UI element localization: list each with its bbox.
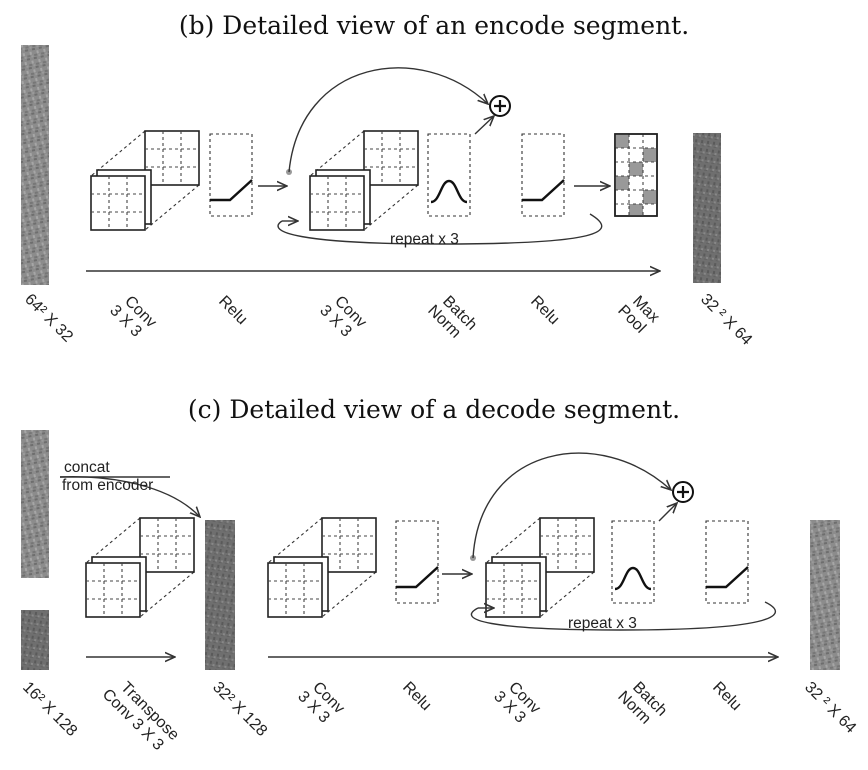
- panel-c-arrows: [59, 452, 778, 657]
- relu-icon: [208, 132, 254, 218]
- panel-c-title: (c) Detailed view of a decode segment.: [188, 395, 680, 424]
- repeat-label: repeat x 3: [568, 615, 637, 632]
- input-feature-map: [21, 45, 49, 285]
- repeat-label: repeat x 3: [390, 231, 459, 248]
- batch-norm-icon: [610, 519, 656, 605]
- max-pool-icon: [614, 133, 658, 217]
- conv-kernel-icon: [267, 517, 377, 618]
- input-feature-map: [21, 610, 49, 670]
- mid-size-label: 32² X 128: [209, 679, 270, 740]
- max-pool-label: Max Pool: [614, 290, 665, 341]
- conv-label: Conv 3 X 3: [490, 676, 546, 732]
- panel-b-title: (b) Detailed view of an encode segment.: [179, 11, 689, 40]
- conv-label: Conv 3 X 3: [294, 676, 350, 732]
- conv-kernel-icon: [309, 130, 419, 231]
- relu-label: Relu: [527, 293, 562, 328]
- input-size-label: 16² X 128: [19, 679, 80, 740]
- concat-label: concat from encoder: [62, 459, 153, 494]
- relu-label: Relu: [399, 679, 434, 714]
- conv-label: Conv 3 X 3: [106, 290, 162, 346]
- relu-label: Relu: [709, 679, 744, 714]
- panel-b-arrows: [86, 67, 660, 271]
- skip-feature-map: [21, 430, 49, 578]
- conv-kernel-icon: [85, 517, 195, 618]
- relu-label: Relu: [215, 293, 250, 328]
- concat-label-line: from encoder: [62, 477, 153, 494]
- conv-kernel-icon: [90, 130, 200, 231]
- relu-icon: [394, 519, 440, 605]
- relu-icon: [520, 132, 566, 218]
- output-feature-map: [693, 133, 721, 283]
- input-size-label: 64² X 32: [21, 291, 76, 346]
- plus-circle-icon: [488, 94, 512, 118]
- output-feature-map: [810, 520, 840, 670]
- batch-norm-icon: [426, 132, 472, 218]
- conv-label: Conv 3 X 3: [316, 290, 372, 346]
- plus-circle-icon: [671, 480, 695, 504]
- concat-label-line: concat: [64, 459, 110, 476]
- batch-norm-label: Batch Norm: [614, 676, 673, 735]
- relu-icon: [704, 519, 750, 605]
- conv-kernel-icon: [485, 517, 595, 618]
- mid-feature-map: [205, 520, 235, 670]
- output-size-label: 32 ² X 64: [697, 291, 755, 349]
- batch-norm-label: Batch Norm: [424, 290, 483, 349]
- transpose-conv-label: Transpose Conv 3 X 3: [99, 673, 186, 760]
- output-size-label: 32 ² X 64: [801, 679, 859, 737]
